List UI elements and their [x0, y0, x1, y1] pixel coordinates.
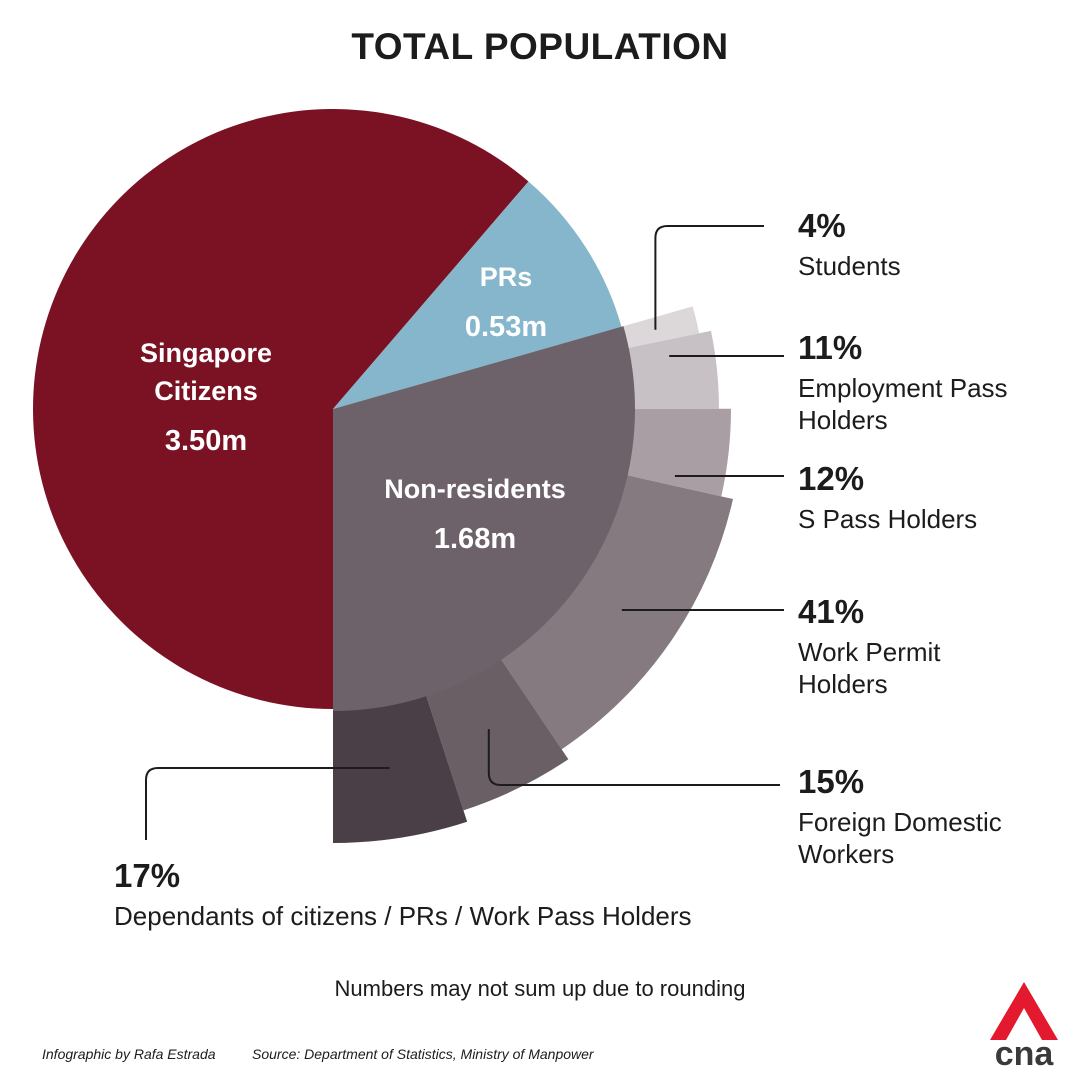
- label-prs-name-line-1: PRs: [480, 262, 533, 292]
- ring-segment-s-pass: [615, 408, 732, 497]
- label-singapore-citizens-name-line-1: Singapore: [140, 338, 272, 368]
- label-dependants: 17% Dependants of citizens / PRs / Work …: [114, 856, 692, 933]
- label-singapore-citizens-value: 3.50m: [165, 425, 247, 457]
- leader-line-foreign-domestic-workers: [487, 729, 780, 786]
- rounding-footnote: Numbers may not sum up due to rounding: [334, 976, 746, 1001]
- label-students-percent: 4%: [798, 207, 846, 244]
- label-non-residents-value: 1.68m: [434, 523, 516, 555]
- leader-line-dependants: [145, 767, 390, 840]
- slice-singapore-citizens: [32, 109, 529, 709]
- label-prs: PRs 0.53m: [465, 262, 547, 343]
- label-fdw-name-line2: Workers: [798, 838, 895, 869]
- ring-segment-employment-pass: [616, 330, 719, 409]
- slice-non-residents: [333, 326, 636, 711]
- label-s-pass-name: S Pass Holders: [798, 503, 978, 534]
- leader-lines-layer: [145, 225, 784, 840]
- label-employment-pass-percent: 11%: [798, 329, 863, 366]
- slice-prs: [333, 181, 622, 409]
- source-note: Source: Department of Statistics, Minist…: [252, 1046, 594, 1062]
- label-fdw-percent: 15%: [798, 763, 865, 800]
- ring-segment-dependants: [333, 684, 468, 843]
- label-employment-pass-name-line1: Employment Pass: [798, 372, 1008, 403]
- label-s-pass-percent: 12%: [798, 460, 865, 497]
- chart-title: TOTAL POPULATION: [351, 26, 729, 67]
- label-non-residents-name-line-1: Non-residents: [384, 474, 566, 504]
- ring-segment-foreign-domestic-workers: [422, 649, 569, 811]
- ring-segment-work-permit: [494, 472, 733, 750]
- label-s-pass: 12% S Pass Holders: [798, 459, 977, 536]
- label-non-residents: Non-residents 1.68m: [384, 474, 566, 555]
- label-fdw-name-line1: Foreign Domestic: [798, 806, 1002, 837]
- slices-layer: [32, 109, 733, 843]
- label-singapore-citizens-name-line-2: Citizens: [154, 376, 258, 406]
- label-dependants-name: Dependants of citizens / PRs / Work Pass…: [114, 900, 692, 931]
- label-employment-pass: 11% Employment Pass Holders: [798, 328, 1008, 437]
- label-work-permit-name-line1: Work Permit: [798, 636, 941, 667]
- label-prs-value: 0.53m: [465, 311, 547, 343]
- infographic-credit: Infographic by Rafa Estrada: [42, 1046, 216, 1062]
- label-work-permit-percent: 41%: [798, 593, 865, 630]
- label-students-name: Students: [798, 250, 901, 281]
- label-work-permit: 41% Work Permit Holders: [798, 592, 941, 701]
- label-foreign-domestic-workers: 15% Foreign Domestic Workers: [798, 762, 1002, 871]
- label-singapore-citizens: Singapore Citizens 3.50m: [140, 338, 272, 457]
- leader-line-students: [654, 225, 764, 330]
- label-dependants-percent: 17%: [114, 857, 181, 894]
- label-work-permit-name-line2: Holders: [798, 668, 888, 699]
- cna-logo-text: cna: [995, 1035, 1055, 1070]
- cna-logo-mark: [990, 982, 1058, 1040]
- cna-logo: cna: [990, 982, 1058, 1070]
- label-students: 4% Students: [798, 206, 901, 283]
- label-employment-pass-name-line2: Holders: [798, 404, 888, 435]
- pie-labels-layer: Singapore Citizens 3.50m PRs 0.53m Non-reside…: [140, 262, 566, 555]
